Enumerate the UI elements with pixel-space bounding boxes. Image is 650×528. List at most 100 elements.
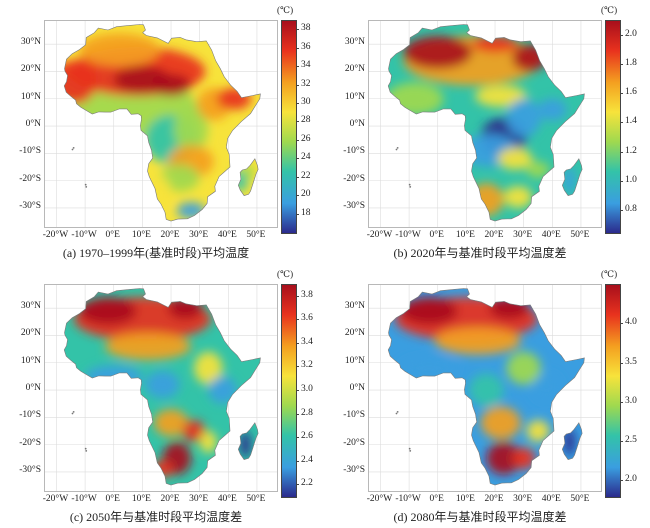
temperature-region (168, 297, 203, 320)
colorbar-tick-label: 3.5 (625, 356, 637, 367)
colorbar-tick-label: 2.4 (301, 454, 313, 465)
latitude-tick-label: 0°N (349, 119, 365, 130)
colorbar-tick-label: 36 (301, 41, 311, 52)
colorbar-tick-label: 1.8 (625, 57, 637, 68)
colorbar-tick-label: 32 (301, 78, 311, 89)
longitude-tick-label: 0°E (105, 494, 120, 504)
colorbar-tick-mark (620, 151, 623, 153)
latitude-tick-label: 20°N (344, 328, 365, 339)
longitude-tick-label: 20°E (484, 230, 504, 240)
map-frame (44, 20, 278, 228)
longitude-tick-label: 10°E (455, 494, 475, 504)
colorbar-tick-mark (296, 84, 299, 86)
colorbar-tick-label: 1.2 (625, 145, 637, 156)
colorbar (281, 20, 297, 234)
colorbar-tick-label: 3.0 (625, 395, 637, 406)
latitude-tick-label: 20°N (20, 64, 41, 75)
temperature-region (512, 447, 536, 470)
africa-map (45, 21, 277, 227)
islands (395, 146, 412, 188)
colorbar-tick-mark (620, 480, 623, 482)
colorbar-tick-mark (296, 176, 299, 178)
africa-map (369, 285, 601, 491)
colorbar-tick-label: 24 (301, 152, 311, 163)
temperature-field (388, 24, 585, 221)
latitude-tick-label: -30°S (19, 464, 41, 475)
temperature-region (79, 33, 160, 66)
longitude-tick-label: 40°E (217, 494, 237, 504)
colorbar-tick-mark (620, 34, 623, 36)
longitude-tick-label: 20°E (484, 494, 504, 504)
longitude-tick-label: 30°E (513, 494, 533, 504)
latitude-tick-label: 20°N (20, 328, 41, 339)
colorbar-tick-mark (620, 362, 623, 364)
latitude-tick-label: 0°N (25, 383, 41, 394)
colorbar-tick-label: 2.0 (625, 28, 637, 39)
colorbar-unit: (℃) (601, 269, 618, 279)
africa-map (45, 285, 277, 491)
colorbar-tick-mark (296, 195, 299, 197)
colorbar-tick-mark (296, 342, 299, 344)
colorbar-tick-mark (296, 121, 299, 123)
latitude-tick-label: 10°N (344, 91, 365, 102)
map-frame (368, 284, 602, 492)
temperature-region (563, 167, 576, 195)
latitude-tick-label: -10°S (343, 146, 365, 157)
latitude-tick-label: -20°S (19, 173, 41, 184)
colorbar-tick-mark (296, 413, 299, 415)
colorbar-tick-label: 2.8 (301, 407, 313, 418)
colorbar-tick-label: 3.6 (301, 313, 313, 324)
latitude-tick-label: 30°N (344, 37, 365, 48)
colorbar-tick-mark (296, 484, 299, 486)
coastline (63, 288, 261, 486)
longitude-tick-label: -10°W (395, 494, 421, 504)
longitude-tick-label: 20°E (160, 230, 180, 240)
latitude-tick-label: -10°S (19, 146, 41, 157)
latitude-tick-label: -10°S (19, 410, 41, 421)
latitude-tick-label: -30°S (19, 200, 41, 211)
temperature-region (469, 373, 504, 407)
colorbar-tick-label: 22 (301, 170, 311, 181)
temperature-region (153, 409, 189, 437)
temperature-region (208, 376, 237, 404)
latitude-tick-label: 20°N (344, 64, 365, 75)
latitude-tick-label: -10°S (343, 410, 365, 421)
panel-caption: (d) 2080年与基准时段平均温度差 (393, 510, 567, 524)
map-panel: 30°N 20°N 10°N 0°N -10°S -20°S -30°S -20°W -10°W… (324, 0, 648, 264)
longitude-tick-label: 30°E (513, 230, 533, 240)
colorbar-tick-label: 26 (301, 133, 311, 144)
temperature-field (64, 288, 261, 485)
longitude-tick-label: -10°W (71, 230, 97, 240)
temperature-region (434, 327, 521, 355)
colorbar-tick-label: 30 (301, 96, 311, 107)
temperature-region (469, 183, 504, 217)
islands (395, 410, 412, 452)
longitude-tick-label: 40°E (541, 230, 561, 240)
map-panel: 30°N 20°N 10°N 0°N -10°S -20°S -30°S -20°W -10°W… (324, 264, 648, 528)
africa-map (369, 21, 601, 227)
latitude-tick-label: 30°N (20, 37, 41, 48)
colorbar-tick-mark (620, 180, 623, 182)
colorbar-tick-mark (296, 366, 299, 368)
temperature-field (64, 24, 261, 221)
temperature-region (199, 431, 217, 453)
colorbar-tick-mark (296, 390, 299, 391)
latitude-tick-label: 0°N (349, 383, 365, 394)
temperature-region (173, 104, 209, 154)
colorbar-tick-mark (296, 213, 299, 215)
temperature-region (182, 420, 206, 442)
temperature-region (486, 441, 521, 475)
panel-caption: (a) 1970–1999年(基准时段)平均温度 (62, 246, 250, 260)
longitude-tick-label: -20°W (366, 494, 393, 504)
longitude-tick-label: 50°E (246, 230, 266, 240)
colorbar-tick-label: 20 (301, 189, 311, 200)
colorbar-tick-mark (620, 122, 623, 124)
longitude-tick-label: 10°E (131, 494, 151, 504)
longitude-tick-label: 40°E (541, 494, 561, 504)
temperature-region (538, 98, 567, 121)
longitude-tick-label: 50°E (570, 494, 590, 504)
map-panel: 30°N 20°N 10°N 0°N -10°S -20°S -30°S -20°W -10°W… (0, 264, 324, 528)
temperature-region (526, 161, 550, 178)
temperature-region (151, 74, 191, 96)
colorbar-tick-label: 3.0 (301, 384, 313, 394)
